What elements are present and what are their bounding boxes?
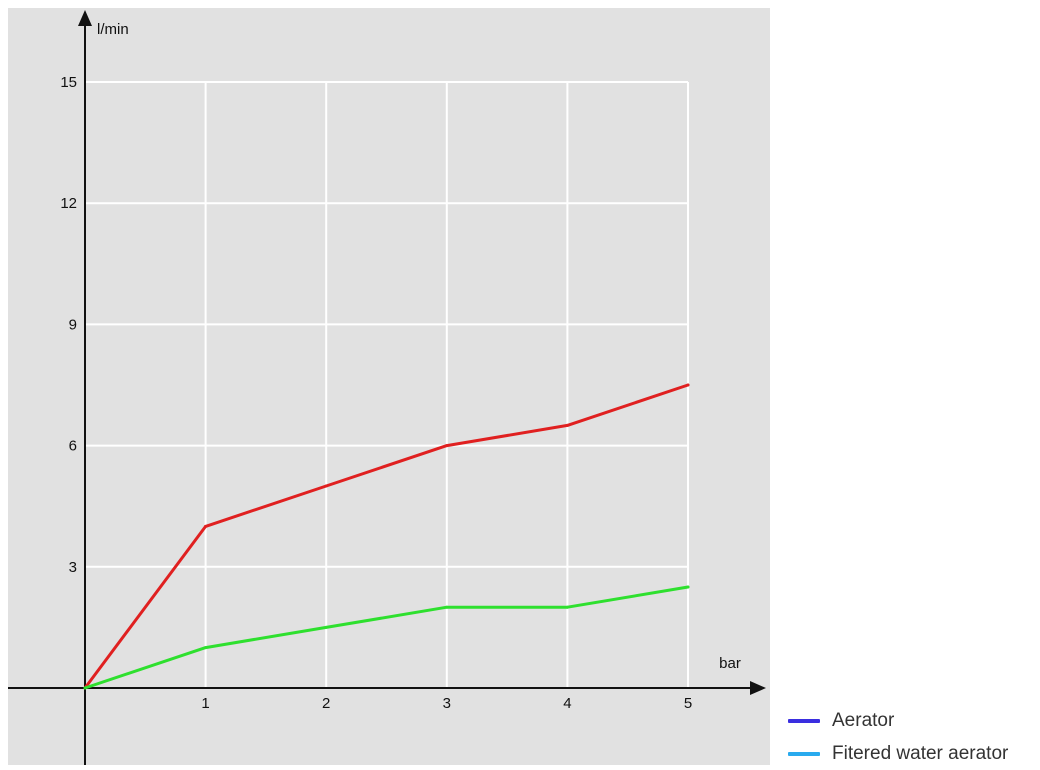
data-point [445,605,449,609]
plot-background [8,8,770,765]
y-axis-label: l/min [97,21,129,38]
axes [8,10,766,765]
y-tick-label: 6 [69,438,77,455]
legend-label-filtered-water-aerator: Fitered water aerator [832,742,1009,764]
legend-item-aerator: Aerator [788,704,1008,737]
data-point [565,423,569,427]
x-axis-label: bar [719,655,741,672]
y-tick-label: 12 [60,195,77,212]
x-axis-arrow-icon [750,681,766,695]
legend: Aerator Fitered water aerator [788,704,1008,770]
data-point [204,524,208,528]
series [83,383,690,690]
y-axis-arrow-icon [78,10,92,26]
data-point [324,484,328,488]
legend-swatch-filtered-water-aerator [788,751,820,756]
data-point [686,585,690,589]
data-point [445,444,449,448]
legend-item-filtered-water-aerator: Fitered water aerator [788,737,1008,770]
x-tick-label: 4 [563,695,571,712]
data-point [83,686,87,690]
series-line-0 [83,383,690,690]
y-tick-label: 9 [69,316,77,333]
data-point [324,625,328,629]
y-tick-label: 15 [60,74,77,91]
legend-swatch-aerator [788,718,820,723]
data-point [565,605,569,609]
y-tick-label: 3 [69,559,77,576]
series-line-1 [83,585,690,690]
x-tick-label: 5 [684,695,692,712]
x-tick-label: 1 [201,695,209,712]
data-point [204,646,208,650]
x-tick-label: 3 [443,695,451,712]
data-point [686,383,690,387]
x-tick-label: 2 [322,695,330,712]
legend-label-aerator: Aerator [832,709,895,731]
